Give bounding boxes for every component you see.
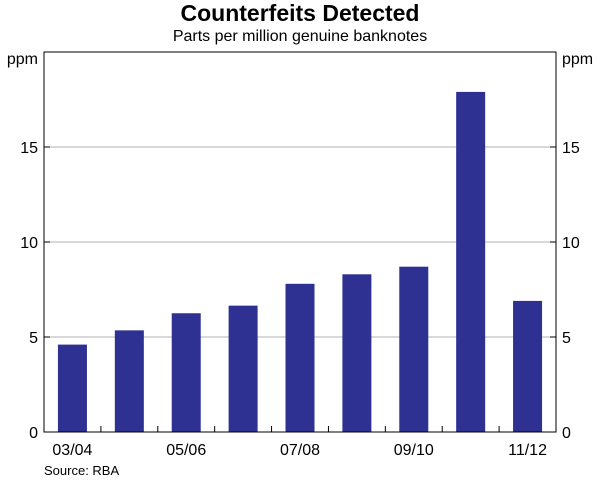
bar-03-04	[57, 344, 87, 432]
bar-11-12	[513, 300, 543, 432]
chart-subtitle: Parts per million genuine banknotes	[172, 28, 428, 45]
bar-05-06	[171, 313, 201, 432]
y-tick-label-left: 15	[20, 140, 38, 157]
y-tick-label-right: 5	[562, 330, 571, 347]
y-tick-label-right: 10	[562, 235, 580, 252]
y-tick-label-left: 5	[29, 330, 38, 347]
y-axis-unit-right: ppm	[562, 51, 593, 68]
bar-10-11	[456, 91, 486, 433]
bar-04-05	[114, 330, 144, 432]
y-tick-label-right: 0	[562, 425, 571, 442]
y-tick-label-left: 0	[29, 425, 38, 442]
x-tick-label: 09/10	[394, 442, 434, 459]
y-axis-unit-left: ppm	[7, 51, 38, 68]
x-tick-label: 11/12	[508, 442, 547, 459]
bar-06-07	[228, 305, 258, 432]
bar-07-08	[285, 283, 315, 432]
bar-08-09	[342, 274, 372, 432]
y-tick-label-left: 10	[20, 235, 38, 252]
chart-title: Counterfeits Detected	[180, 0, 420, 26]
bar-09-10	[399, 266, 429, 432]
x-tick-label: 05/06	[166, 442, 206, 459]
y-tick-label-right: 15	[562, 140, 580, 157]
x-tick-label: 03/04	[52, 442, 92, 459]
chart-source: Source: RBA	[44, 463, 120, 478]
x-tick-label: 07/08	[280, 442, 320, 459]
